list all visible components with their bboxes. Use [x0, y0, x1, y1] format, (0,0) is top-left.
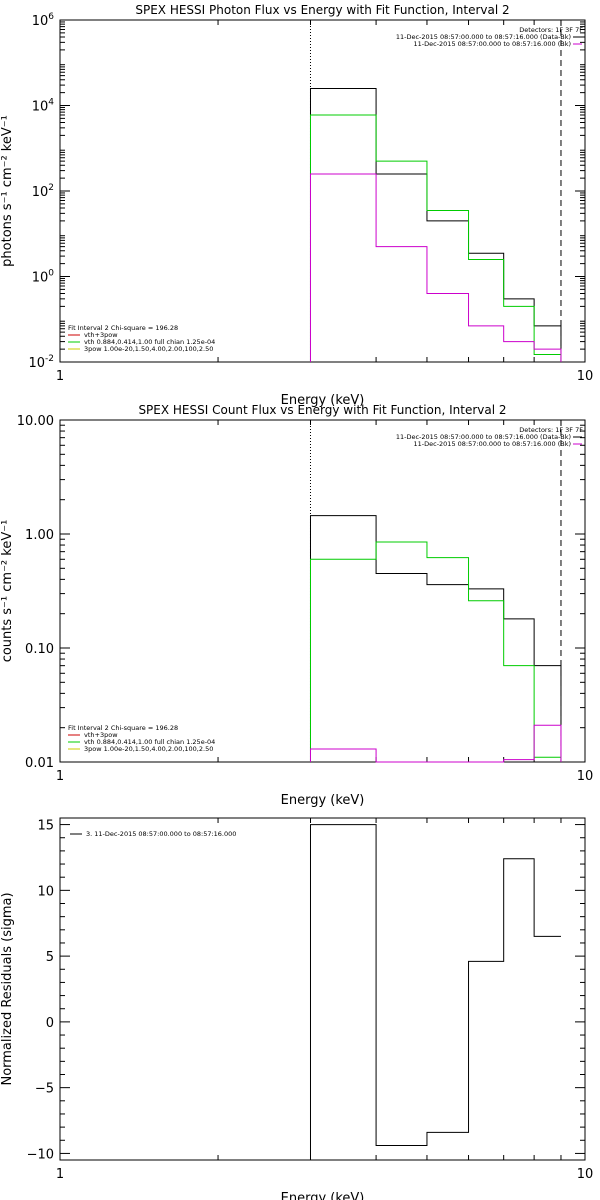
detectors-label: Detectors: 1F 3F 7F: [519, 26, 583, 34]
plot-frame: [59, 19, 586, 363]
series-3-histogram: [309, 173, 562, 362]
legend-entry-text: vth+3pow: [84, 331, 118, 339]
y-axis-label: counts s⁻¹ cm⁻² keV⁻¹: [0, 520, 15, 663]
fit-info-label: Fit Interval 2 Chi-square = 196.28: [68, 324, 178, 332]
y-tick-base: 10: [32, 271, 49, 286]
legend-entry-text: 11-Dec-2015 08:57:00.000 to 08:57:16.000…: [396, 433, 571, 441]
legend-entry-text: 11-Dec-2015 08:57:00.000 to 08:57:16.000…: [414, 440, 572, 448]
y-tick-label: −10: [27, 1147, 54, 1162]
legend-entry-text: 3pow 1.00e-20,1.50,4.00,2.00,100,2.50: [84, 345, 213, 353]
series-1-histogram: [309, 87, 562, 362]
panel-3: 1 10 Energy (keV) −10 −5 0 5 10 15 Normalized Res…: [0, 817, 594, 1200]
series-2-histogram: [309, 114, 562, 362]
x-axis-label: Energy (keV): [281, 393, 365, 408]
x-axis-label: Energy (keV): [281, 793, 365, 808]
y-tick-base: 10: [28, 356, 45, 371]
series-2-histogram: [309, 541, 562, 762]
x-tick-label: 1: [56, 369, 64, 384]
panel-2: SPEX HESSI Count Flux vs Energy with Fit…: [0, 403, 593, 808]
y-tick-label: 1.00: [25, 528, 54, 543]
series-3-histogram: [309, 724, 562, 763]
y-tick-label: 104: [32, 98, 55, 115]
y-tick-exponent: 2: [48, 183, 54, 193]
y-tick-exponent: 0: [48, 269, 54, 279]
series-1-histogram: [309, 824, 561, 1160]
y-tick-label: 15: [37, 819, 54, 834]
legend-entry-text: 11-Dec-2015 08:57:00.000 to 08:57:16.000…: [414, 40, 572, 48]
y-tick-label: 106: [32, 12, 55, 29]
chart-title: SPEX HESSI Count Flux vs Energy with Fit…: [138, 403, 506, 417]
y-tick-label: 10.00: [17, 414, 54, 429]
legend-entry-text: 3pow 1.00e-20,1.50,4.00,2.00,100,2.50: [84, 745, 213, 753]
fit-info-label: Fit Interval 2 Chi-square = 196.28: [68, 724, 178, 732]
y-tick-label: 0.10: [25, 642, 54, 657]
legend-entry-text: 11-Dec-2015 08:57:00.000 to 08:57:16.000…: [396, 33, 571, 41]
legend-entry-text: vth+3pow: [84, 731, 118, 739]
chart-title: SPEX HESSI Photon Flux vs Energy with Fi…: [135, 3, 509, 17]
y-tick-label: 102: [32, 183, 54, 200]
y-tick-exponent: -2: [45, 354, 54, 364]
y-tick-label: 10-2: [28, 354, 54, 371]
legend-entry-text: 3. 11-Dec-2015 08:57:00.000 to 08:57:16.…: [86, 830, 236, 838]
y-axis-label: photons s⁻¹ cm⁻² keV⁻¹: [0, 115, 15, 267]
y-tick-label: 100: [32, 269, 55, 286]
y-tick-label: 10: [37, 884, 54, 899]
y-tick-label: −5: [35, 1082, 54, 1097]
legend-entry-text: vth 0.884,0.414,1.00 full chian 1.25e-04: [84, 338, 215, 346]
x-tick-label: 10: [577, 369, 594, 384]
plot-frame: [59, 419, 586, 763]
x-axis-label: Energy (keV): [281, 1191, 365, 1200]
y-tick-label: 5: [46, 950, 54, 965]
x-tick-label: 1: [56, 1167, 64, 1182]
y-tick-exponent: 6: [48, 12, 54, 22]
y-tick-label: 0: [46, 1016, 54, 1031]
y-tick-base: 10: [32, 14, 49, 29]
detectors-label: Detectors: 1F 3F 7F: [519, 426, 583, 434]
legend-entry-text: vth 0.884,0.414,1.00 full chian 1.25e-04: [84, 738, 215, 746]
y-tick-label: 0.01: [25, 756, 54, 771]
y-tick-exponent: 4: [48, 98, 54, 108]
y-tick-base: 10: [32, 185, 49, 200]
x-tick-label: 10: [577, 1167, 594, 1182]
series-1-histogram: [309, 515, 562, 762]
panel-1: SPEX HESSI Photon Flux vs Energy with Fi…: [0, 3, 593, 408]
y-tick-base: 10: [32, 100, 49, 115]
x-tick-label: 1: [56, 769, 64, 784]
x-tick-label: 10: [577, 769, 594, 784]
y-axis-label: Normalized Residuals (sigma): [0, 892, 15, 1085]
plot-frame: [59, 817, 586, 1161]
